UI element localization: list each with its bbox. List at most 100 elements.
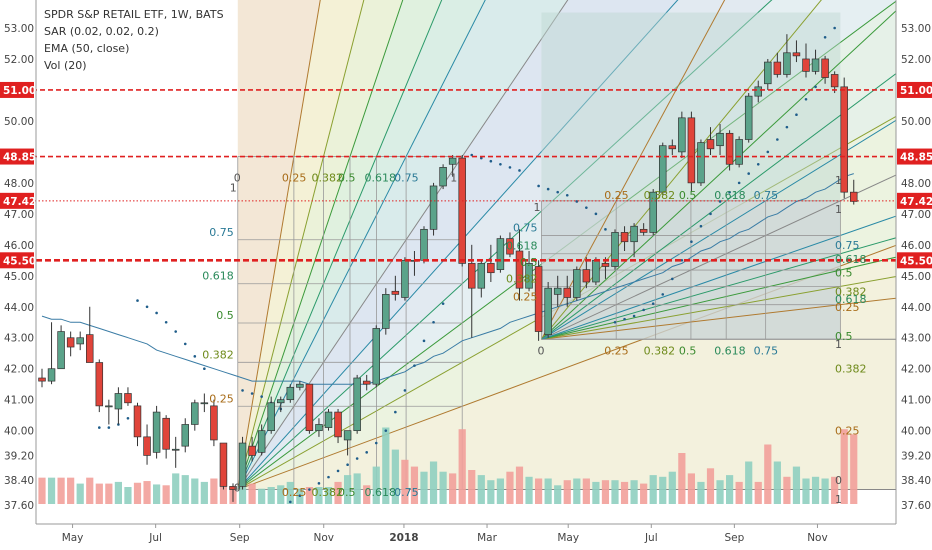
volume-bar: [468, 470, 476, 504]
price-marker-label: 45.50: [900, 255, 932, 267]
time-tick-label: Jul: [644, 532, 658, 544]
sar-dot: [518, 169, 521, 172]
symbol-title[interactable]: SPDR S&P RETAIL ETF, 1W, BATS: [44, 8, 224, 21]
candle-body: [802, 58, 810, 72]
ema-legend[interactable]: EMA (50, close): [44, 42, 130, 55]
sar-dot: [804, 97, 808, 101]
sar-dot: [690, 240, 693, 244]
fib-fan-2-time-label: 0.25: [604, 189, 629, 202]
volume-bar: [267, 487, 275, 504]
volume-bar: [458, 429, 466, 504]
candle-body: [286, 386, 295, 401]
fib-fan-1-time-label: 0.618: [364, 172, 396, 185]
volume-bar: [640, 483, 648, 504]
time-tick-label: May: [557, 532, 579, 544]
candle-body: [372, 328, 381, 385]
sar-dot: [814, 85, 817, 89]
candle-body: [152, 411, 161, 453]
volume-bar: [811, 476, 820, 504]
candle-body: [725, 132, 734, 165]
candle-body: [620, 232, 629, 243]
price-tick-label: 52.00: [901, 54, 931, 66]
price-tick-label-left: 48.00: [4, 178, 34, 190]
candle-body: [66, 337, 75, 348]
fib-fan-1-time-label-bottom: 0.75: [394, 486, 419, 499]
candle-body: [401, 259, 409, 298]
fib-fan-2-time-label-bottom: 0.618: [714, 344, 746, 357]
candle-body: [744, 95, 753, 140]
sar-dot: [107, 426, 111, 429]
sar-dot: [470, 153, 474, 157]
candle-body: [506, 238, 514, 255]
candle-body: [811, 58, 820, 72]
candle-body: [678, 117, 686, 153]
sar-dot: [203, 367, 206, 371]
sar-dot: [709, 212, 712, 216]
price-marker-bg: [897, 192, 932, 209]
volume-bar: [258, 488, 266, 504]
fib-fan-2-price-label: 0.75: [513, 221, 538, 234]
price-tick-label: 38.40: [901, 475, 931, 487]
price-tick-label-left: 52.00: [4, 54, 34, 66]
fib-fan-2-time-label-bottom: 0.25: [604, 344, 629, 357]
vol-legend[interactable]: Vol (20): [44, 59, 87, 72]
sar-legend[interactable]: SAR (0.02, 0.02, 0.2): [44, 25, 159, 38]
candle-body: [353, 377, 361, 432]
volume-bar: [439, 471, 447, 504]
candle-body: [296, 383, 304, 388]
price-tick-label: 43.00: [901, 333, 931, 345]
sar-dot: [441, 302, 445, 305]
candle-body: [668, 145, 677, 150]
volume-bar: [315, 487, 323, 504]
sar-dot: [422, 339, 426, 343]
sar-dot: [489, 159, 493, 163]
price-tick-label: 40.00: [901, 426, 931, 438]
candle-body: [687, 117, 696, 184]
price-marker-label: 47.42: [900, 196, 932, 208]
sar-dot: [174, 330, 177, 333]
candle-body: [391, 290, 400, 295]
fib-fan-1-zero-label: 0: [234, 482, 241, 495]
price-tick-label: 47.00: [901, 209, 931, 221]
price-tick-label: 41.00: [901, 395, 931, 407]
fib-fan-2-time-label-bottom: 0.75: [754, 344, 779, 357]
candle-body: [133, 405, 142, 438]
candle-body: [534, 266, 543, 332]
volume-bar: [324, 487, 333, 504]
candle-body: [639, 228, 648, 233]
candle-body: [429, 185, 438, 230]
fib-fan-1-origin-label: 0: [234, 172, 241, 185]
fib-right-label: 1: [835, 203, 842, 216]
price-tick-label: 48.00: [901, 178, 931, 190]
fib-right-label: 0.382: [835, 285, 867, 298]
sar-dot: [298, 494, 302, 498]
price-tick-label: 37.60: [901, 500, 931, 512]
volume-bar: [191, 478, 199, 504]
fib-fan-1-time-label: 0.382: [312, 172, 344, 185]
candle-body: [105, 405, 113, 408]
price-marker-bg: [897, 252, 932, 269]
price-tick-label: 44.00: [901, 302, 931, 314]
volume-bar: [735, 481, 743, 504]
sar-dot: [327, 475, 330, 479]
price-marker-label-left: 51.00: [3, 85, 36, 97]
chart-legend: SPDR S&P RETAIL ETF, 1W, BATS SAR (0.02,…: [44, 6, 224, 74]
volume-bar: [620, 481, 629, 504]
fib-fan-2-time-label-bottom: 0.382: [644, 344, 676, 357]
price-marker-bg: [897, 81, 932, 98]
candle-body: [830, 74, 839, 88]
volume-bar: [611, 480, 619, 504]
fib-right-label: 0.75: [835, 239, 860, 252]
sar-dot: [651, 302, 655, 305]
fib-fan-1-price-label: 0.25: [209, 392, 234, 405]
candle-body: [792, 52, 801, 57]
candle-body: [783, 52, 791, 75]
volume-bar: [162, 485, 170, 504]
fib-fan-1-top-label: 1: [230, 182, 237, 195]
sar-dot: [374, 441, 378, 445]
volume-bar: [133, 482, 142, 504]
volume-bar: [754, 481, 762, 504]
candle-body: [821, 58, 829, 78]
volume-bar: [114, 481, 122, 504]
